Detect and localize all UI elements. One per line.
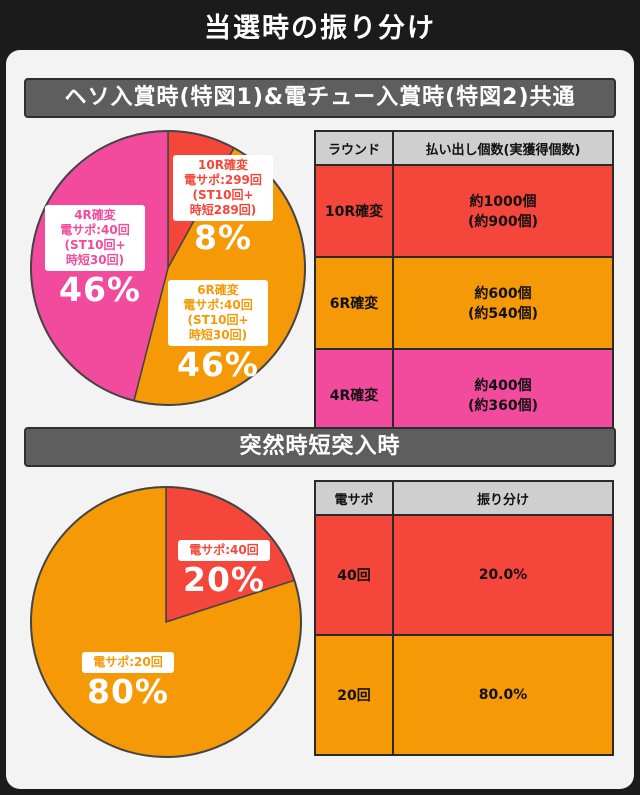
- table-row: 20回 80.0%: [314, 634, 614, 756]
- pie2-20-percent: 80%: [87, 672, 169, 711]
- round-table: ラウンド 払い出し個数(実獲得個数) 10R確変 約1000個 (約900個) …: [314, 130, 614, 442]
- section1-title: ヘソ入賞時(特図1)&電チュー入賞時(特図2)共通: [24, 78, 616, 118]
- pie1-10r-detail-2: (ST10回+: [192, 188, 254, 202]
- table-row: 10R確変 約1000個 (約900個): [314, 164, 614, 258]
- pie1-4r-detail-2: (ST10回+: [64, 238, 126, 252]
- pie1-4r-percent: 46%: [59, 270, 141, 309]
- pie2-label-20: 電サポ:20回: [82, 652, 174, 673]
- support-table: 電サポ 振り分け 40回 20.0% 20回 80.0%: [314, 480, 614, 756]
- pie1-10r-detail-3: 時短289回): [189, 203, 257, 217]
- pie2-40-percent: 20%: [183, 560, 265, 599]
- table-row: 40回 20.0%: [314, 514, 614, 636]
- pie1-4r-detail-3: 時短30回): [65, 253, 125, 267]
- header-payout: 払い出し個数(実獲得個数): [392, 130, 614, 166]
- pie1-label-10r: 10R確変 電サポ:299回 (ST10回+ 時短289回): [173, 155, 273, 221]
- actual-value: (約900個): [467, 214, 539, 230]
- payout-value: 約600個: [474, 286, 532, 302]
- support-table-header: 電サポ 振り分け: [314, 480, 614, 516]
- support-cell: 20回: [314, 634, 394, 756]
- pie1-10r-percent: 8%: [193, 218, 253, 257]
- page-title: 当選時の振り分け: [204, 13, 436, 44]
- header-support: 電サポ: [314, 480, 394, 516]
- round-table-header: ラウンド 払い出し個数(実獲得個数): [314, 130, 614, 166]
- pie1-6r-name: 6R確変: [197, 283, 239, 297]
- distribution-cell: 80.0%: [392, 634, 614, 756]
- header-round: ラウンド: [314, 130, 394, 166]
- pie1-label-6r: 6R確変 電サポ:40回 (ST10回+ 時短30回): [168, 280, 268, 346]
- header-distribution: 振り分け: [392, 480, 614, 516]
- pie2-label-40: 電サポ:40回: [178, 540, 270, 561]
- section2-title: 突然時短突入時: [24, 427, 616, 467]
- distribution-cell: 20.0%: [392, 514, 614, 636]
- pie-chart-2: [30, 486, 302, 758]
- pie-outline: [30, 130, 306, 406]
- actual-value: (約360個): [467, 398, 539, 414]
- pie1-6r-detail-3: 時短30回): [188, 328, 248, 342]
- pie-outline: [30, 486, 302, 758]
- pie1-6r-percent: 46%: [177, 345, 259, 384]
- support-cell: 40回: [314, 514, 394, 636]
- pie1-10r-name: 10R確変: [198, 158, 248, 172]
- payout-value: 約400個: [474, 378, 532, 394]
- round-cell: 10R確変: [314, 164, 394, 258]
- pie1-6r-detail-2: (ST10回+: [187, 313, 249, 327]
- actual-value: (約540個): [467, 306, 539, 322]
- payout-value: 約1000個: [469, 194, 537, 210]
- round-cell: 4R確変: [314, 348, 394, 442]
- payout-cell: 約1000個 (約900個): [392, 164, 614, 258]
- round-cell: 6R確変: [314, 256, 394, 350]
- pie1-4r-name: 4R確変: [74, 208, 116, 222]
- payout-cell: 約600個 (約540個): [392, 256, 614, 350]
- pie1-6r-detail-1: 電サポ:40回: [183, 298, 253, 312]
- pie1-10r-detail-1: 電サポ:299回: [184, 173, 262, 187]
- pie1-4r-detail-1: 電サポ:40回: [60, 223, 130, 237]
- table-row: 6R確変 約600個 (約540個): [314, 256, 614, 350]
- pie1-label-4r: 4R確変 電サポ:40回 (ST10回+ 時短30回): [45, 205, 145, 271]
